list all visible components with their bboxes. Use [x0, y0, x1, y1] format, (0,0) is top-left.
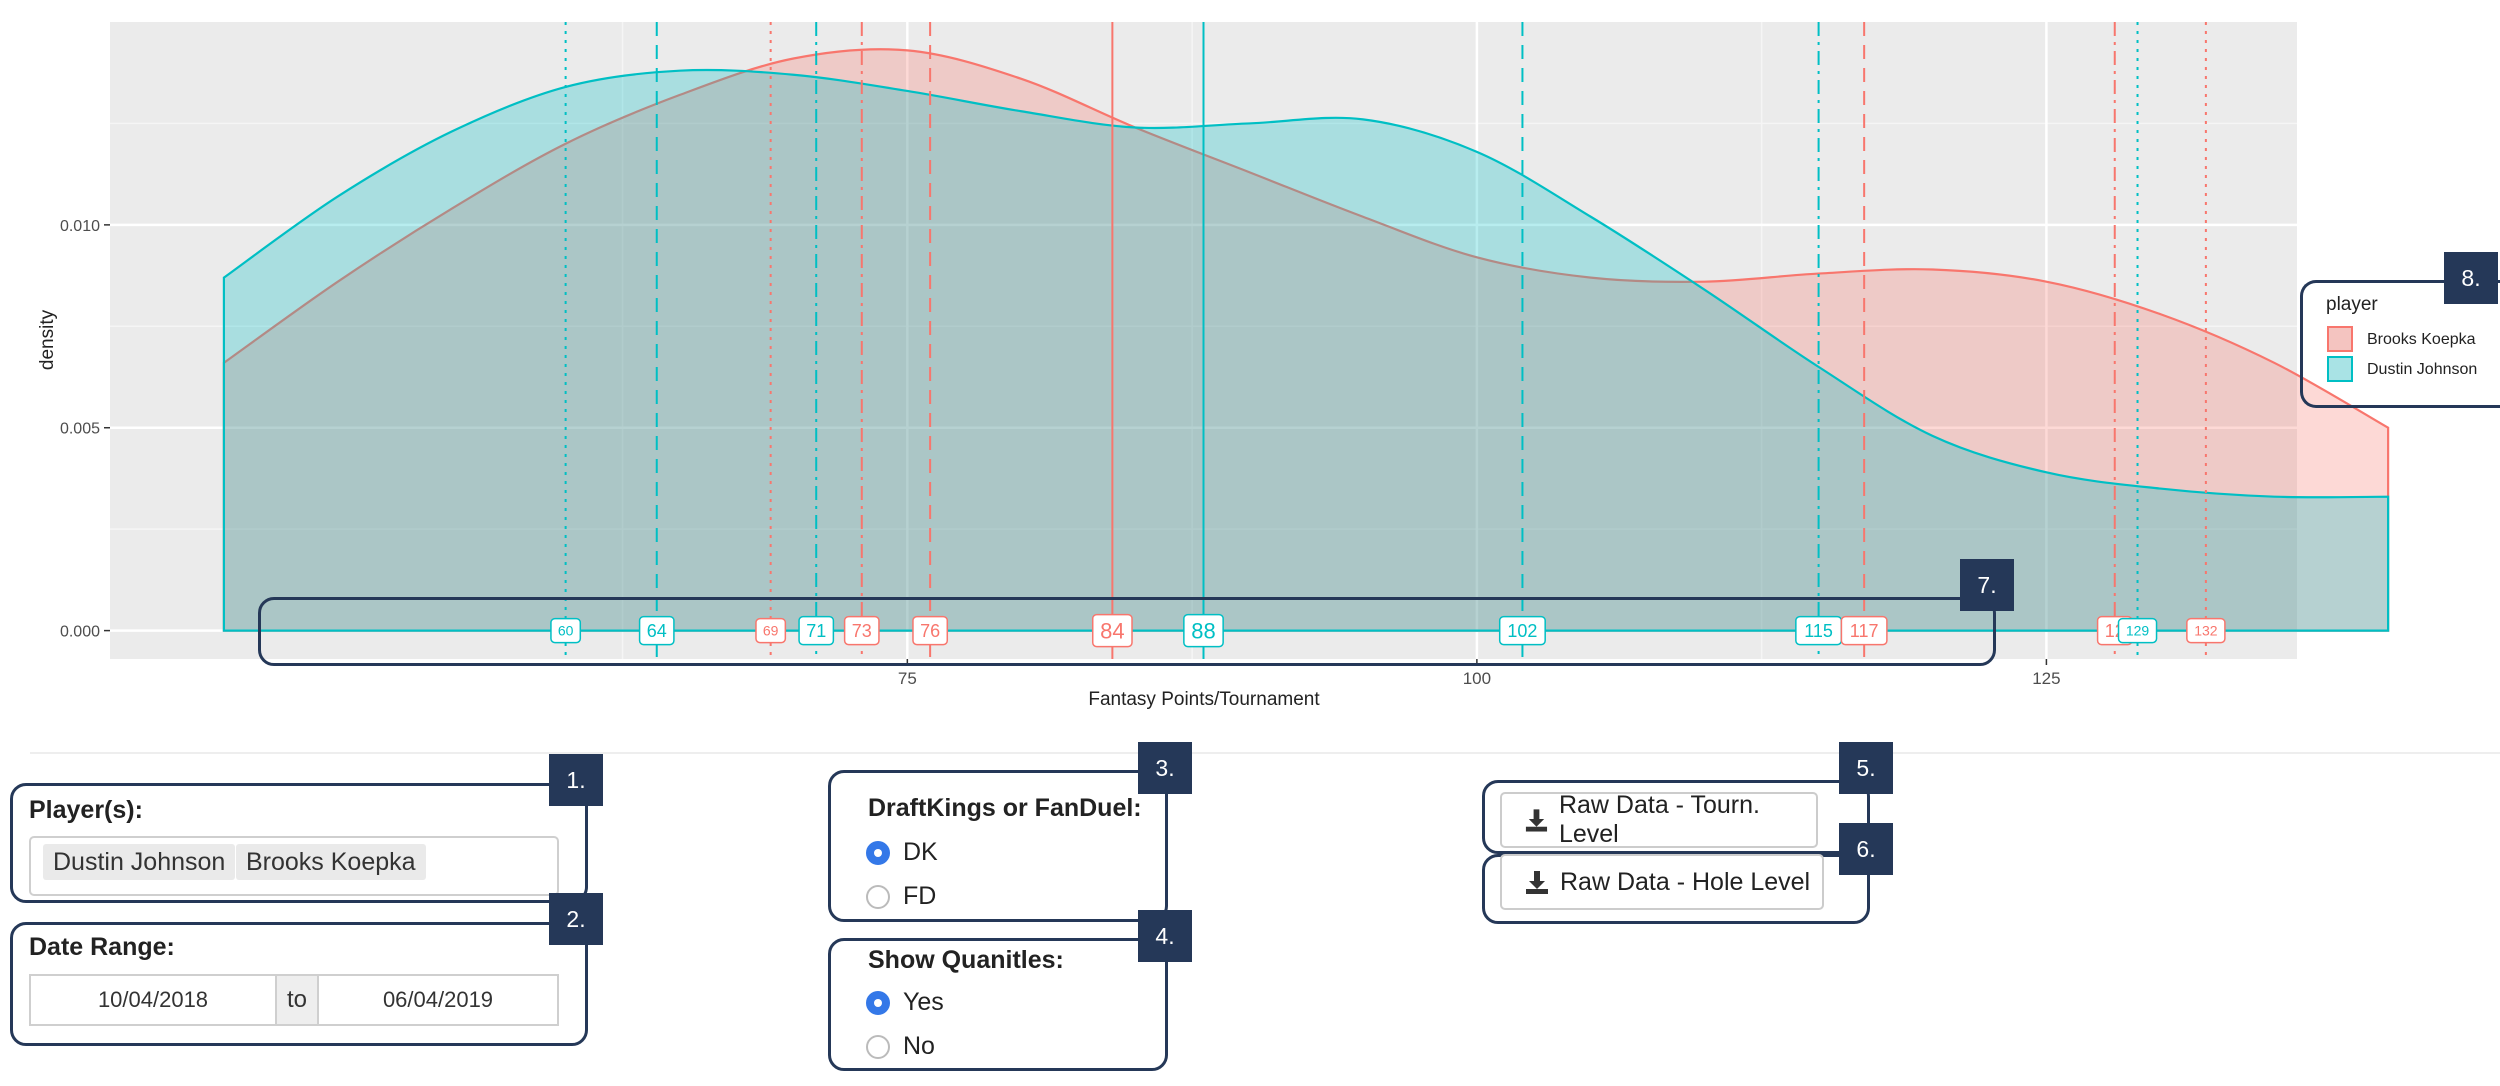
callout-badge-8: 8.	[2444, 252, 2498, 304]
callout-frame-4	[828, 938, 1168, 1071]
quantile-label: 73	[852, 621, 872, 641]
quantile-label: 129	[2126, 623, 2150, 639]
site-option-fd[interactable]: FD	[903, 882, 937, 910]
quantile-label: 88	[1191, 619, 1215, 644]
quantiles-option-no[interactable]: No	[903, 1032, 935, 1060]
player-token-dustin[interactable]: Dustin Johnson	[43, 844, 236, 880]
players-select[interactable]: Dustin Johnson Brooks Koepka	[29, 836, 559, 896]
quantile-label: 132	[2194, 623, 2218, 639]
quantiles-radio-yes[interactable]	[866, 991, 890, 1015]
quantile-label: 102	[1507, 621, 1537, 641]
callout-badge-6: 6.	[1839, 823, 1893, 875]
site-radio-fd[interactable]	[866, 885, 890, 909]
quantile-label: 115	[1804, 621, 1833, 641]
callout-badge-5: 5.	[1839, 742, 1893, 794]
section-divider	[30, 752, 2500, 754]
site-label: DraftKings or FanDuel:	[868, 794, 1142, 822]
legend-label-brooks: Brooks Koepka	[2367, 331, 2476, 348]
x-tick-label: 75	[898, 669, 917, 688]
quantile-label-box	[550, 617, 582, 644]
player-token-brooks[interactable]: Brooks Koepka	[236, 844, 426, 880]
density-area-brooks-koepka	[222, 48, 2390, 632]
callout-badge-1: 1.	[549, 754, 603, 806]
callout-frame-5	[1482, 780, 1870, 854]
quantile-labels: 60 64 69 71 73 76 84 88 102 115 117 12 129 132	[550, 613, 2226, 648]
download-hole-label: Raw Data - Hole Level	[1560, 867, 1811, 896]
x-tick-label: 125	[2032, 669, 2060, 688]
legend-title: player	[2326, 294, 2378, 315]
callout-badge-2: 2.	[549, 893, 603, 945]
legend-label-dustin: Dustin Johnson	[2367, 361, 2478, 378]
quantile-label-box	[1091, 613, 1133, 648]
x-axis-title: Fantasy Points/Tournament	[1088, 689, 1320, 710]
callout-badge-3: 3.	[1138, 742, 1192, 794]
quantile-label: 64	[647, 621, 667, 641]
callout-badge-7: 7.	[1960, 559, 2014, 611]
quantile-label: 76	[920, 621, 940, 641]
site-radio-dk[interactable]	[866, 841, 890, 865]
quantiles-option-yes[interactable]: Yes	[903, 988, 944, 1016]
download-tourn-button[interactable]: Raw Data - Tourn. Level	[1500, 791, 1818, 848]
y-tick-label: 0.010	[60, 218, 100, 235]
callout-frame-7	[258, 597, 1996, 666]
quantile-label: 71	[806, 621, 826, 641]
density-chart: 60 64 69 71 73 76 84 88 102 115 117 12 129 132 75 100 1…	[37, 22, 2390, 710]
quantile-label-box	[1840, 615, 1888, 646]
quantile-label-box	[2186, 617, 2226, 644]
y-tick-label: 0.005	[60, 421, 100, 438]
quantile-label: 60	[558, 623, 574, 639]
quantile-label-box	[798, 615, 835, 646]
callout-frame-3	[828, 770, 1168, 922]
quantile-label-box	[912, 615, 949, 646]
quantiles-radio-no[interactable]	[866, 1035, 890, 1059]
download-icon	[1525, 809, 1548, 832]
date-end-input[interactable]: 06/04/2019	[317, 974, 559, 1026]
quantile-label-box	[638, 615, 675, 646]
download-tourn-label: Raw Data - Tourn. Level	[1558, 791, 1760, 848]
quantile-lines	[564, 22, 2207, 659]
quantile-label-box	[1498, 615, 1546, 646]
quantile-label: 117	[1850, 621, 1879, 641]
quantile-label-box	[755, 617, 787, 644]
download-icon	[1526, 871, 1548, 894]
date-start-input[interactable]: 10/04/2018	[29, 974, 277, 1026]
x-tick-label: 100	[1463, 669, 1491, 688]
quantile-label-box	[2117, 617, 2158, 644]
quantile-label: 69	[763, 623, 779, 639]
quantiles-label: Show Quanitles:	[868, 946, 1064, 974]
quantile-label-box	[843, 615, 880, 646]
date-range-label: Date Range:	[29, 933, 175, 961]
axes: 75 100 125 0.000 0.005 0.010	[60, 218, 2061, 688]
y-tick-label: 0.000	[60, 624, 100, 641]
legend-key-brooks	[2327, 326, 2353, 352]
y-axis-title: density	[37, 309, 58, 370]
callout-badge-4: 4.	[1138, 910, 1192, 962]
site-option-dk[interactable]: DK	[903, 838, 938, 866]
legend-box	[2300, 280, 2500, 408]
players-label: Player(s):	[29, 796, 143, 824]
quantile-label-box	[1183, 613, 1224, 648]
download-hole-button[interactable]: Raw Data - Hole Level	[1500, 854, 1824, 910]
callout-frame-2	[10, 922, 588, 1046]
quantile-label: 84	[1100, 619, 1124, 644]
callout-frame-1	[10, 783, 588, 903]
density-areas	[222, 48, 2390, 632]
legend-key-dustin	[2327, 356, 2353, 382]
date-range-separator: to	[277, 974, 317, 1026]
